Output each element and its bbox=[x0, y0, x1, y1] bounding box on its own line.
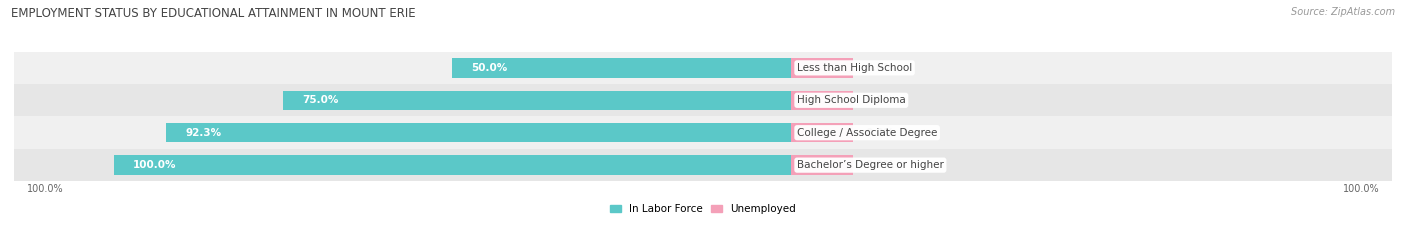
Bar bbox=[14, 84, 1392, 116]
Text: 100.0%: 100.0% bbox=[134, 160, 177, 170]
Text: 50.0%: 50.0% bbox=[471, 63, 508, 73]
Text: High School Diploma: High School Diploma bbox=[797, 95, 905, 105]
Text: 75.0%: 75.0% bbox=[302, 95, 339, 105]
Text: 100.0%: 100.0% bbox=[1343, 185, 1379, 195]
Text: 0.0%: 0.0% bbox=[866, 128, 894, 138]
Text: 92.3%: 92.3% bbox=[186, 128, 221, 138]
Bar bbox=[453, 58, 790, 78]
Text: Less than High School: Less than High School bbox=[797, 63, 912, 73]
Bar bbox=[790, 58, 853, 78]
Text: 0.0%: 0.0% bbox=[866, 95, 894, 105]
Bar bbox=[790, 155, 853, 175]
Bar bbox=[790, 91, 853, 110]
Text: 100.0%: 100.0% bbox=[27, 185, 63, 195]
Text: College / Associate Degree: College / Associate Degree bbox=[797, 128, 938, 138]
Bar bbox=[14, 149, 1392, 181]
Bar bbox=[284, 91, 790, 110]
Bar bbox=[114, 155, 790, 175]
Legend: In Labor Force, Unemployed: In Labor Force, Unemployed bbox=[606, 200, 800, 219]
Bar bbox=[166, 123, 790, 142]
Bar bbox=[790, 123, 853, 142]
Text: Source: ZipAtlas.com: Source: ZipAtlas.com bbox=[1291, 7, 1395, 17]
Bar bbox=[14, 52, 1392, 84]
Text: 0.0%: 0.0% bbox=[866, 160, 894, 170]
Bar bbox=[14, 116, 1392, 149]
Text: 0.0%: 0.0% bbox=[866, 63, 894, 73]
Text: EMPLOYMENT STATUS BY EDUCATIONAL ATTAINMENT IN MOUNT ERIE: EMPLOYMENT STATUS BY EDUCATIONAL ATTAINM… bbox=[11, 7, 416, 20]
Text: Bachelor’s Degree or higher: Bachelor’s Degree or higher bbox=[797, 160, 943, 170]
